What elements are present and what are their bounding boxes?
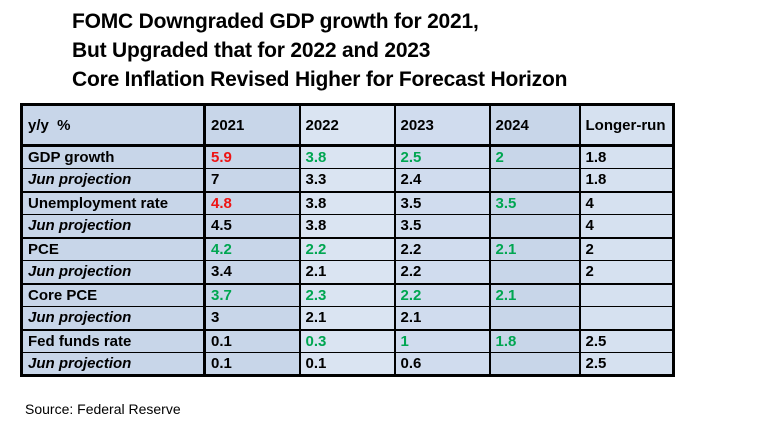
value-cell: 2.1 (393, 306, 490, 330)
value-cell: 3.5 (393, 190, 490, 215)
column-header-2024: 2024 (488, 104, 580, 147)
table-row: Jun projection 0.1 0.1 0.6 2.5 (21, 352, 674, 376)
value-cell: 2.5 (393, 144, 490, 169)
value-cell: 0.1 (203, 328, 300, 353)
value-cell: 2.3 (298, 282, 395, 307)
value-cell: 3.8 (298, 214, 395, 238)
value-cell (578, 306, 674, 330)
value-cell: 3.8 (298, 144, 395, 169)
value-cell: 2 (578, 260, 674, 284)
column-header-longer-run: Longer-run (578, 104, 674, 147)
row-label-cell: Core PCE (21, 282, 205, 307)
value-cell (488, 306, 580, 330)
value-cell: 1.8 (578, 168, 674, 192)
value-cell: 2.1 (488, 236, 580, 261)
title-line-3: Core Inflation Revised Higher for Foreca… (72, 68, 568, 91)
page-title: FOMC Downgraded GDP growth for 2021, But… (72, 7, 567, 94)
value-cell: 3.4 (203, 260, 300, 284)
table-row: Core PCE 3.7 2.3 2.2 2.1 (21, 282, 674, 307)
value-cell: 3.3 (298, 168, 395, 192)
table-row: Fed funds rate 0.1 0.3 1 1.8 2.5 (21, 328, 674, 353)
table-row: Jun projection 3.4 2.1 2.2 2 (21, 260, 674, 284)
value-cell: 1.8 (578, 144, 674, 169)
value-cell: 2.1 (298, 306, 395, 330)
value-cell: 7 (203, 168, 300, 192)
value-cell: 2.1 (488, 282, 580, 307)
value-cell: 4 (578, 190, 674, 215)
table-row: Jun projection 4.5 3.8 3.5 4 (21, 214, 674, 238)
value-cell: 0.1 (298, 352, 395, 376)
value-cell (488, 168, 580, 192)
table-row: GDP growth 5.9 3.8 2.5 2 1.8 (21, 144, 674, 169)
value-cell: 0.1 (203, 352, 300, 376)
table-row: Jun projection 7 3.3 2.4 1.8 (21, 168, 674, 192)
value-cell: 2.5 (578, 328, 674, 353)
value-cell: 2.2 (393, 260, 490, 284)
value-cell: 4 (578, 214, 674, 238)
fomc-projections-table: y/y % 2021 2022 2023 2024 Longer-run GDP… (20, 103, 675, 377)
table-row: PCE 4.2 2.2 2.2 2.1 2 (21, 236, 674, 261)
projection-label-cell: Jun projection (21, 352, 205, 376)
value-cell (488, 260, 580, 284)
column-header-2023: 2023 (393, 104, 490, 147)
value-cell: 3.8 (298, 190, 395, 215)
value-cell: 4.2 (203, 236, 300, 261)
value-cell: 2.2 (298, 236, 395, 261)
value-cell: 2.2 (393, 236, 490, 261)
value-cell: 3.5 (393, 214, 490, 238)
value-cell: 2.4 (393, 168, 490, 192)
projection-label-cell: Jun projection (21, 260, 205, 284)
table-body: GDP growth 5.9 3.8 2.5 2 1.8 Jun projection 7 3.… (21, 144, 674, 376)
value-cell: 4.8 (203, 190, 300, 215)
column-header-metric: y/y % (21, 104, 205, 147)
table-row: Unemployment rate 4.8 3.8 3.5 3.5 4 (21, 190, 674, 215)
table-row: Jun projection 3 2.1 2.1 (21, 306, 674, 330)
projection-label-cell: Jun projection (21, 306, 205, 330)
projection-label-cell: Jun projection (21, 214, 205, 238)
value-cell: 1.8 (488, 328, 580, 353)
value-cell: 2 (578, 236, 674, 261)
projection-label-cell: Jun projection (21, 168, 205, 192)
row-label-cell: GDP growth (21, 144, 205, 169)
value-cell: 2 (488, 144, 580, 169)
column-header-2022: 2022 (298, 104, 395, 147)
row-label-cell: Unemployment rate (21, 190, 205, 215)
source-note: Source: Federal Reserve (25, 401, 181, 417)
value-cell: 5.9 (203, 144, 300, 169)
value-cell (578, 282, 674, 307)
value-cell: 2.2 (393, 282, 490, 307)
title-line-2: But Upgraded that for 2022 and 2023 (72, 39, 431, 62)
row-label-cell: PCE (21, 236, 205, 261)
value-cell: 3.5 (488, 190, 580, 215)
title-line-1: FOMC Downgraded GDP growth for 2021, (72, 10, 479, 33)
row-label-cell: Fed funds rate (21, 328, 205, 353)
value-cell: 0.3 (298, 328, 395, 353)
value-cell: 3 (203, 306, 300, 330)
value-cell: 2.1 (298, 260, 395, 284)
value-cell (488, 214, 580, 238)
value-cell: 1 (393, 328, 490, 353)
column-header-2021: 2021 (203, 104, 300, 147)
value-cell: 3.7 (203, 282, 300, 307)
value-cell: 4.5 (203, 214, 300, 238)
header-row: y/y % 2021 2022 2023 2024 Longer-run (21, 104, 674, 147)
value-cell (488, 352, 580, 376)
value-cell: 0.6 (393, 352, 490, 376)
value-cell: 2.5 (578, 352, 674, 376)
